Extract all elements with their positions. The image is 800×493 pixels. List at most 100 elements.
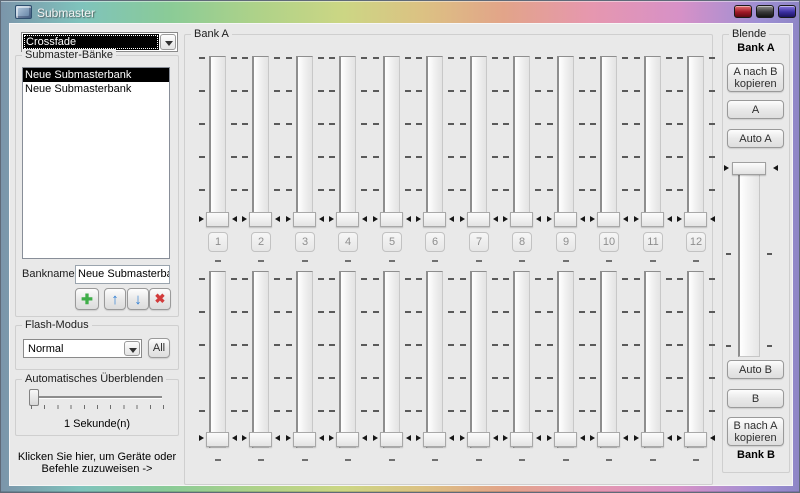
fader-channel-6[interactable] bbox=[413, 56, 457, 229]
fader-channel-1[interactable] bbox=[196, 56, 240, 229]
fader-channel-7[interactable] bbox=[457, 260, 501, 464]
fader-track[interactable] bbox=[296, 271, 313, 448]
fader-channel-5[interactable] bbox=[370, 56, 414, 229]
delete-bank-button[interactable]: ✖ bbox=[149, 288, 171, 310]
fader-thumb[interactable] bbox=[380, 432, 403, 447]
fader-channel-2[interactable] bbox=[239, 56, 283, 229]
channel-button-9[interactable]: 9 bbox=[556, 232, 576, 252]
channel-button-11[interactable]: 11 bbox=[643, 232, 663, 252]
bank-b-button[interactable]: B bbox=[727, 389, 784, 408]
fader-track[interactable] bbox=[426, 56, 443, 224]
fader-thumb[interactable] bbox=[423, 432, 446, 447]
fader-track[interactable] bbox=[644, 56, 661, 224]
channel-button-2[interactable]: 2 bbox=[251, 232, 271, 252]
fader-thumb[interactable] bbox=[597, 212, 620, 227]
fader-channel-10[interactable] bbox=[587, 56, 631, 229]
list-item[interactable]: Neue Submasterbank bbox=[25, 83, 132, 95]
auto-b-button[interactable]: Auto B bbox=[727, 360, 784, 379]
fader-track[interactable] bbox=[252, 56, 269, 224]
channel-button-5[interactable]: 5 bbox=[382, 232, 402, 252]
fader-channel-9[interactable] bbox=[544, 56, 588, 229]
channel-button-3[interactable]: 3 bbox=[295, 232, 315, 252]
fader-thumb[interactable] bbox=[206, 212, 229, 227]
fader-track[interactable] bbox=[426, 271, 443, 448]
fader-channel-6[interactable] bbox=[413, 260, 457, 464]
fader-thumb[interactable] bbox=[249, 212, 272, 227]
fader-track[interactable] bbox=[470, 271, 487, 448]
fader-track[interactable] bbox=[687, 56, 704, 224]
fader-thumb[interactable] bbox=[380, 212, 403, 227]
fader-thumb[interactable] bbox=[510, 432, 533, 447]
fader-track[interactable] bbox=[513, 271, 530, 448]
fader-channel-4[interactable] bbox=[326, 260, 370, 464]
fader-track[interactable] bbox=[252, 271, 269, 448]
fader-thumb[interactable] bbox=[641, 432, 664, 447]
fader-track[interactable] bbox=[339, 56, 356, 224]
fader-thumb[interactable] bbox=[423, 212, 446, 227]
fader-thumb[interactable] bbox=[467, 212, 490, 227]
fader-track[interactable] bbox=[557, 271, 574, 448]
assign-hint-link[interactable]: Klicken Sie hier, um Geräte oder Befehle… bbox=[11, 451, 183, 475]
chevron-down-icon[interactable] bbox=[124, 341, 140, 356]
fader-track[interactable] bbox=[383, 56, 400, 224]
fader-track[interactable] bbox=[600, 56, 617, 224]
fader-track[interactable] bbox=[600, 271, 617, 448]
fader-thumb[interactable] bbox=[684, 212, 707, 227]
fader-channel-2[interactable] bbox=[239, 260, 283, 464]
fader-thumb[interactable] bbox=[554, 432, 577, 447]
fader-channel-11[interactable] bbox=[631, 56, 675, 229]
fader-track[interactable] bbox=[644, 271, 661, 448]
chevron-down-icon[interactable] bbox=[160, 34, 176, 50]
fader-channel-7[interactable] bbox=[457, 56, 501, 229]
bankname-input[interactable]: Neue Submasterban bbox=[75, 265, 170, 284]
fader-track[interactable] bbox=[513, 56, 530, 224]
fader-channel-5[interactable] bbox=[370, 260, 414, 464]
fader-track[interactable] bbox=[209, 56, 226, 224]
move-down-button[interactable]: ↓ bbox=[127, 288, 149, 310]
fade-time-slider-thumb[interactable] bbox=[29, 389, 39, 406]
channel-button-12[interactable]: 12 bbox=[686, 232, 706, 252]
fader-channel-8[interactable] bbox=[500, 260, 544, 464]
flash-all-button[interactable]: All bbox=[148, 338, 170, 358]
auto-a-button[interactable]: Auto A bbox=[727, 129, 784, 148]
fader-channel-4[interactable] bbox=[326, 56, 370, 229]
fader-thumb[interactable] bbox=[336, 212, 359, 227]
fader-thumb[interactable] bbox=[684, 432, 707, 447]
list-item[interactable]: Neue Submasterbank bbox=[23, 68, 169, 82]
fader-thumb[interactable] bbox=[467, 432, 490, 447]
channel-button-10[interactable]: 10 bbox=[599, 232, 619, 252]
fader-channel-10[interactable] bbox=[587, 260, 631, 464]
fader-track[interactable] bbox=[296, 56, 313, 224]
channel-button-7[interactable]: 7 bbox=[469, 232, 489, 252]
copy-a-to-b-button[interactable]: A nach B kopieren bbox=[727, 63, 784, 92]
crossfade-master-track[interactable] bbox=[738, 171, 760, 357]
fader-channel-12[interactable] bbox=[674, 56, 718, 229]
fader-track[interactable] bbox=[383, 271, 400, 448]
fader-thumb[interactable] bbox=[510, 212, 533, 227]
fader-channel-3[interactable] bbox=[283, 56, 327, 229]
maximize-button[interactable] bbox=[756, 5, 774, 18]
fader-channel-11[interactable] bbox=[631, 260, 675, 464]
fader-thumb[interactable] bbox=[249, 432, 272, 447]
crossfade-master-thumb[interactable] bbox=[732, 162, 766, 175]
fader-channel-9[interactable] bbox=[544, 260, 588, 464]
fader-track[interactable] bbox=[209, 271, 226, 448]
fader-channel-12[interactable] bbox=[674, 260, 718, 464]
close-button[interactable] bbox=[778, 5, 796, 18]
flash-mode-combobox[interactable]: Normal bbox=[23, 339, 142, 358]
fader-channel-3[interactable] bbox=[283, 260, 327, 464]
fader-thumb[interactable] bbox=[336, 432, 359, 447]
copy-b-to-a-button[interactable]: B nach A kopieren bbox=[727, 417, 784, 446]
fader-thumb[interactable] bbox=[293, 212, 316, 227]
fade-time-slider-track[interactable] bbox=[29, 396, 162, 398]
channel-button-4[interactable]: 4 bbox=[338, 232, 358, 252]
fader-thumb[interactable] bbox=[293, 432, 316, 447]
mode-combobox[interactable]: Crossfade bbox=[21, 32, 178, 52]
fader-track[interactable] bbox=[339, 271, 356, 448]
channel-button-8[interactable]: 8 bbox=[512, 232, 532, 252]
fader-thumb[interactable] bbox=[597, 432, 620, 447]
fader-track[interactable] bbox=[687, 271, 704, 448]
bank-listbox[interactable]: Neue Submasterbank Neue Submasterbank bbox=[22, 67, 170, 259]
fader-thumb[interactable] bbox=[554, 212, 577, 227]
fader-channel-1[interactable] bbox=[196, 260, 240, 464]
